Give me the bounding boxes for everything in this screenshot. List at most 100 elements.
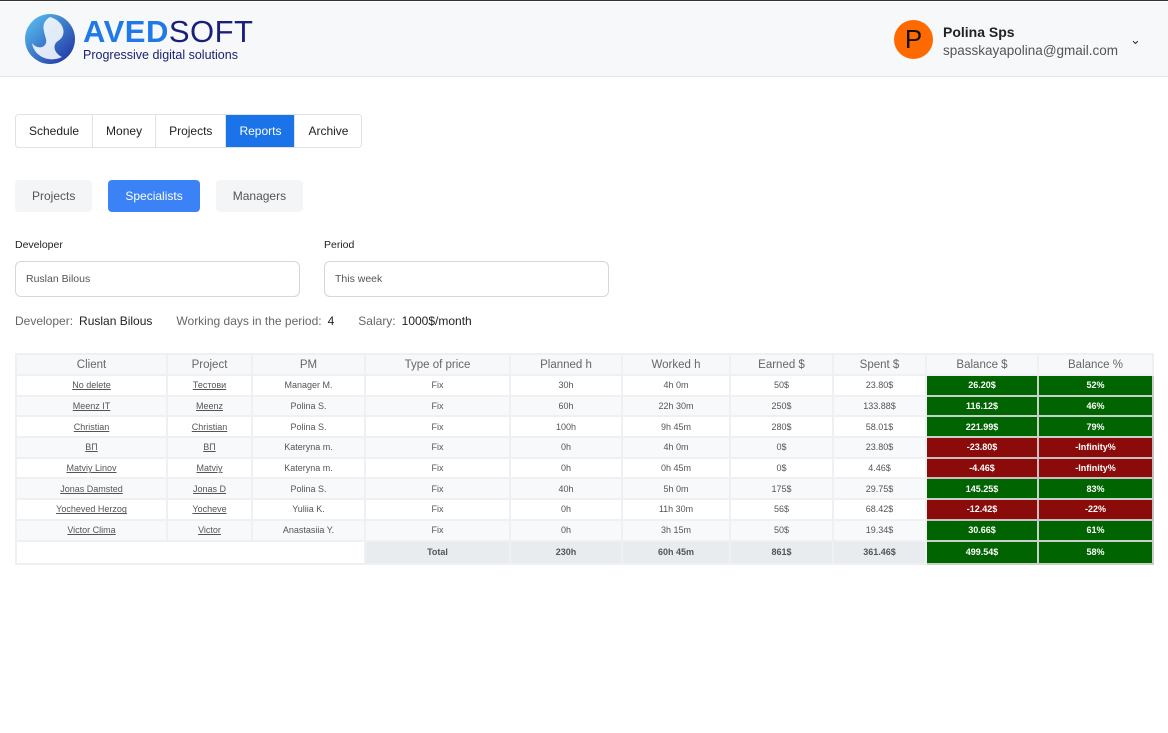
cell: Fix <box>364 456 511 480</box>
client-link[interactable]: ВП <box>85 442 98 453</box>
cell: 5h 0m <box>621 477 731 501</box>
client-cell: Matviy Linov <box>15 456 168 480</box>
tab-archive[interactable]: Archive <box>295 115 362 147</box>
client-cell: ВП <box>15 436 168 459</box>
cell: 61% <box>1037 518 1154 542</box>
cell: 0h <box>509 456 623 480</box>
cell: 40h <box>509 477 623 501</box>
client-link[interactable]: Christian <box>73 421 110 432</box>
subtab-managers[interactable]: Managers <box>215 180 304 212</box>
project-link[interactable]: Meenz <box>195 401 223 412</box>
cell: 26.20$ <box>925 374 1039 397</box>
cell: -Infinity% <box>1037 456 1154 480</box>
chevron-down-icon[interactable]: ⌄ <box>1130 32 1141 47</box>
user-email: spasskayapolina@gmail.com <box>943 43 1119 58</box>
cell: 11h 30m <box>621 498 731 521</box>
project-link[interactable]: Victor <box>198 525 221 536</box>
brand-tagline: Progressive digital solutions <box>83 48 238 62</box>
tab-money[interactable]: Money <box>93 115 157 147</box>
cell: 0h 45m <box>621 456 731 480</box>
cell: 221.99$ <box>925 415 1039 439</box>
project-link[interactable]: Yocheve <box>192 504 227 515</box>
cell: Kateryna m. <box>251 456 366 480</box>
developer-select[interactable]: Ruslan Bilous <box>15 261 300 297</box>
summary-info: Developer: Ruslan Bilous Working days in… <box>15 314 490 328</box>
cell: 0h <box>509 498 623 521</box>
client-link[interactable]: Victor Clima <box>67 525 116 536</box>
project-link[interactable]: Тестови <box>192 380 227 391</box>
cell: 250$ <box>729 394 834 418</box>
client-link[interactable]: Jonas Damsted <box>60 483 123 494</box>
cell: Fix <box>364 374 511 397</box>
total-cell: 499.54$ <box>925 539 1039 565</box>
project-cell: Matviy <box>166 456 253 480</box>
cell: Fix <box>364 394 511 418</box>
avatar[interactable]: P <box>894 20 933 59</box>
project-link[interactable]: Christian <box>191 421 228 432</box>
cell: 79% <box>1037 415 1154 439</box>
cell: 50$ <box>729 518 834 542</box>
project-cell: Victor <box>166 518 253 542</box>
brand-bold: AVED <box>83 14 169 49</box>
cell: 175$ <box>729 477 834 501</box>
column-header: Planned h <box>509 353 623 376</box>
subtab-projects[interactable]: Projects <box>15 180 93 212</box>
tab-reports[interactable]: Reports <box>226 115 296 147</box>
cell: -4.46$ <box>925 456 1039 480</box>
cell: 100h <box>509 415 623 439</box>
client-link[interactable]: Matviy Linov <box>66 463 117 474</box>
cell: Fix <box>364 436 511 459</box>
tab-schedule[interactable]: Schedule <box>16 115 94 147</box>
cell: 116.12$ <box>925 394 1039 418</box>
project-link[interactable]: Jonas D <box>192 483 227 494</box>
client-cell: Christian <box>15 415 168 439</box>
brand-name: AVEDSOFT <box>83 14 254 50</box>
blank-cell <box>15 539 366 565</box>
project-link[interactable]: ВП <box>203 442 216 453</box>
period-select[interactable]: This week <box>324 261 609 297</box>
project-cell: Yocheve <box>166 498 253 521</box>
cell: 52% <box>1037 374 1154 397</box>
column-header: Balance $ <box>925 353 1039 376</box>
table-header: Client Project PM Type of price Planned h Wor… <box>15 353 1154 376</box>
developer-info-label: Developer: <box>15 314 74 328</box>
client-link[interactable]: Meenz IT <box>72 401 111 412</box>
cell: 0h <box>509 518 623 542</box>
cell: 68.42$ <box>832 498 927 521</box>
client-cell: Meenz IT <box>15 394 168 418</box>
client-cell: Victor Clima <box>15 518 168 542</box>
total-cell: 361.46$ <box>832 539 927 565</box>
tab-projects[interactable]: Projects <box>156 115 227 147</box>
cell: Fix <box>364 518 511 542</box>
cell: Polina S. <box>251 477 366 501</box>
client-link[interactable]: No delete <box>72 380 111 391</box>
developer-label: Developer <box>15 239 63 251</box>
report-subtabs: Projects Specialists Managers <box>15 180 304 212</box>
avedsoft-logo-icon <box>25 14 75 64</box>
project-link[interactable]: Matviy <box>196 463 223 474</box>
cell: Kateryna m. <box>251 436 366 459</box>
cell: Fix <box>364 498 511 521</box>
column-header: Earned $ <box>729 353 834 376</box>
cell: 9h 45m <box>621 415 731 439</box>
cell: -Infinity% <box>1037 436 1154 459</box>
cell: 50$ <box>729 374 834 397</box>
cell: Polina S. <box>251 415 366 439</box>
cell: 30h <box>509 374 623 397</box>
salary-value: 1000$/month <box>401 314 472 328</box>
cell: 83% <box>1037 477 1154 501</box>
cell: 280$ <box>729 415 834 439</box>
cell: 0$ <box>729 436 834 459</box>
client-cell: Yocheved Herzog <box>15 498 168 521</box>
cell: -23.80$ <box>925 436 1039 459</box>
table-row: Meenz IT Meenz Polina S. Fix 60h 22h 30m 250$ 1… <box>15 394 1154 418</box>
main-tabs: Schedule Money Projects Reports Archive <box>15 114 363 148</box>
cell: 4h 0m <box>621 374 731 397</box>
column-header: PM <box>251 353 366 376</box>
user-name: Polina Sps <box>943 24 1015 40</box>
period-label: Period <box>324 239 355 251</box>
subtab-specialists[interactable]: Specialists <box>108 180 200 212</box>
client-link[interactable]: Yocheved Herzog <box>56 504 127 515</box>
cell: Fix <box>364 415 511 439</box>
cell: 19.34$ <box>832 518 927 542</box>
